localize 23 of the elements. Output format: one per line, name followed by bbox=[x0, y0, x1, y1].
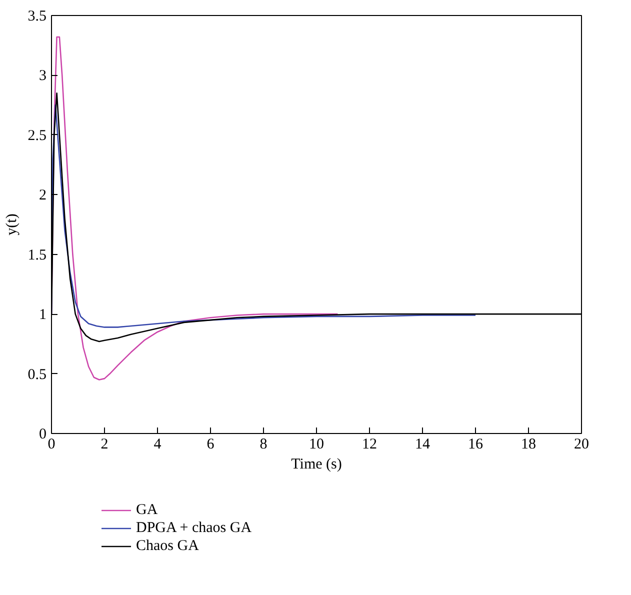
y-tick-label: 3.5 bbox=[28, 8, 46, 24]
x-tick-label: 4 bbox=[154, 436, 162, 452]
y-tick-label: 1 bbox=[39, 307, 46, 324]
x-axis-title: Time (s) bbox=[291, 456, 342, 472]
y-tick-label: 2 bbox=[39, 188, 46, 204]
x-tick-label: 18 bbox=[521, 436, 536, 452]
legend-label: GA bbox=[136, 501, 158, 519]
y-tick-label: 0.5 bbox=[28, 366, 46, 383]
y-tick-label: 1.5 bbox=[28, 247, 46, 264]
x-tick-label: 14 bbox=[415, 436, 430, 452]
x-tick-label: 6 bbox=[206, 436, 215, 452]
x-tick-label: 10 bbox=[309, 436, 324, 452]
legend-label: DPGA + chaos GA bbox=[136, 519, 252, 537]
x-tick-label: 12 bbox=[362, 436, 377, 452]
x-tick-label: 20 bbox=[574, 436, 589, 452]
y-axis-title: y(t) bbox=[4, 214, 20, 236]
y-tick-label: 0 bbox=[39, 426, 46, 442]
x-tick-label: 16 bbox=[468, 436, 484, 452]
x-tick-label: 8 bbox=[260, 436, 268, 452]
y-tick-label: 3 bbox=[39, 68, 46, 84]
x-tick-label: 2 bbox=[100, 436, 108, 452]
y-tick-label: 2.5 bbox=[28, 128, 46, 144]
legend-label: Chaos GA bbox=[136, 537, 199, 555]
